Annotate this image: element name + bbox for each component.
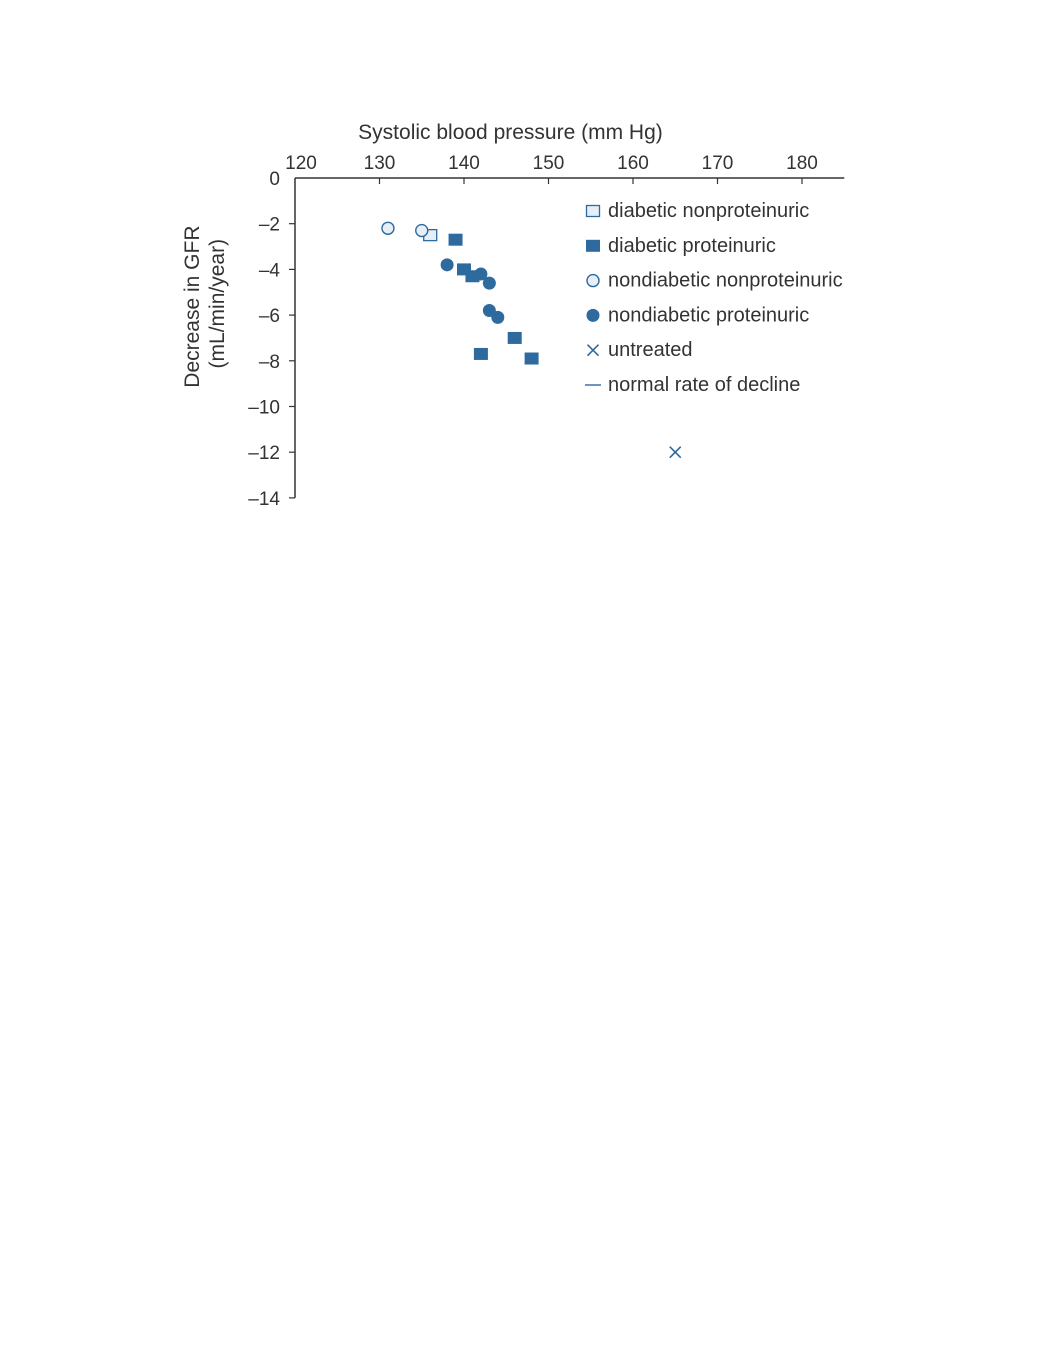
y-ticks: 0 –2 –4 –6 –8 –10 –12 –14 <box>248 169 295 510</box>
y-tick-label: –10 <box>248 398 280 419</box>
x-axis-title: Systolic blood pressure (mm Hg) <box>358 121 663 144</box>
y-tick-label: –8 <box>259 352 280 373</box>
y-tick-label: –2 <box>259 215 280 236</box>
y-tick-label: –6 <box>259 306 280 327</box>
axes <box>294 177 845 498</box>
legend-symbol <box>586 344 600 357</box>
data-point <box>491 310 505 324</box>
x-tick-label: 130 <box>364 153 396 174</box>
y-axis-title: Decrease in GFR (mL/min/year) <box>181 220 229 388</box>
data-point <box>507 331 522 344</box>
y-axis-title-line-2: (mL/min/year) <box>206 239 229 369</box>
x-tick-label: 140 <box>448 153 480 174</box>
data-point <box>669 446 682 459</box>
data-point <box>524 352 539 365</box>
data-point <box>474 267 488 281</box>
y-axis-title-line-1: Decrease in GFR <box>181 225 204 387</box>
data-point <box>473 347 488 360</box>
legend-label: nondiabetic nonproteinuric <box>608 270 843 292</box>
legend: diabetic nonproteinuric diabetic proteinu… <box>585 200 843 396</box>
legend-symbol <box>586 239 600 252</box>
legend-label: nondiabetic proteinuric <box>608 304 809 326</box>
legend-label: normal rate of decline <box>608 374 800 396</box>
data-point <box>448 233 463 246</box>
legend-symbol <box>586 308 600 322</box>
legend-symbol <box>586 273 600 288</box>
legend-label: untreated <box>608 339 693 361</box>
x-tick-label: 160 <box>617 153 649 174</box>
legend-label: diabetic proteinuric <box>608 235 776 257</box>
y-tick-label: 0 <box>269 169 280 190</box>
data-point <box>381 221 395 235</box>
x-tick-label: 180 <box>786 153 818 174</box>
data-point <box>415 223 429 238</box>
data-point <box>482 276 496 290</box>
legend-symbol <box>585 204 601 218</box>
x-ticks: 120 130 140 150 160 170 180 <box>285 153 818 184</box>
data-point <box>440 258 454 272</box>
x-tick-label: 120 <box>285 153 317 174</box>
y-tick-label: –12 <box>248 443 280 464</box>
x-tick-label: 150 <box>533 153 565 174</box>
y-tick-label: –4 <box>259 260 281 281</box>
y-tick-label: –14 <box>248 489 280 510</box>
x-tick-label: 170 <box>702 153 734 174</box>
legend-label: diabetic nonproteinuric <box>608 200 809 222</box>
data-points <box>381 221 682 459</box>
